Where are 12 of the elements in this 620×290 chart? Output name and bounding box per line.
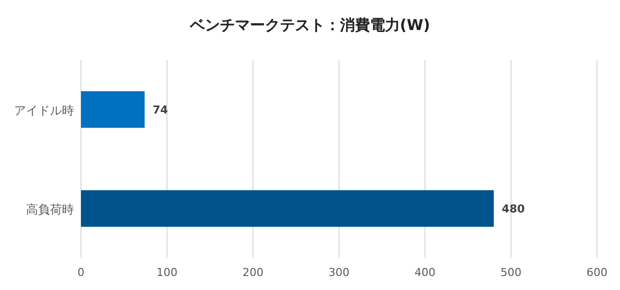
category: 高負荷時 [26, 202, 74, 216]
xtick: 300 [328, 266, 350, 279]
xtick: 400 [414, 266, 436, 279]
xtick: 500 [500, 266, 522, 279]
data-label: 74 [152, 104, 168, 116]
xtick: 100 [156, 266, 178, 279]
data-label: 480 [502, 202, 525, 216]
xtick: 0 [78, 266, 84, 279]
xtick: 200 [242, 266, 264, 279]
xtick: 600 [586, 266, 608, 279]
category: アイドル時 [14, 104, 74, 118]
title: ベンチマークテスト：消費電力(W) [190, 16, 430, 34]
